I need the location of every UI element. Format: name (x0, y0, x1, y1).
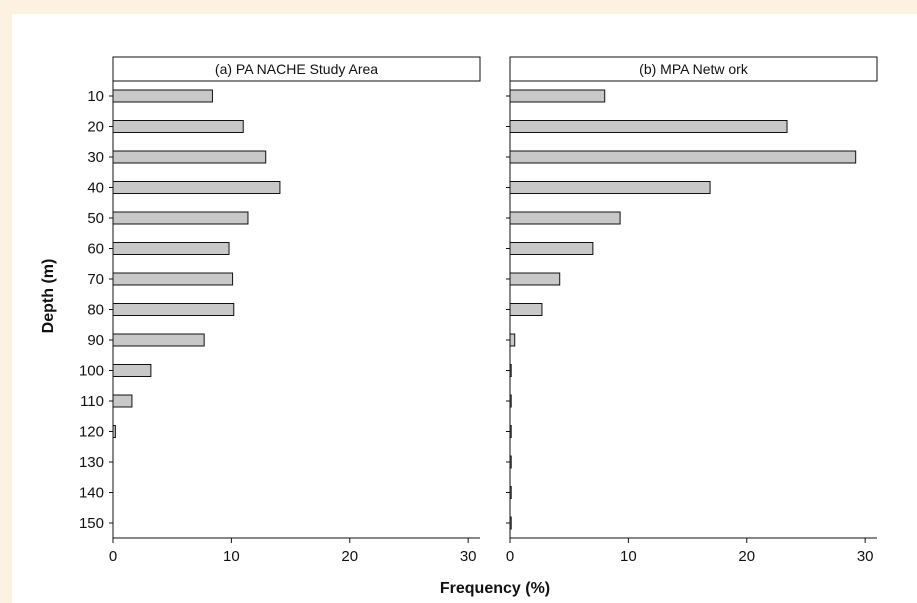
bar-b-80 (509, 303, 543, 316)
x-tick-label: 0 (506, 548, 514, 565)
panel-b: (b) MPA Netw ork 0 10 20 30 (506, 56, 878, 565)
bar-b-40 (509, 181, 711, 194)
y-tick-label: 40 (87, 180, 104, 197)
bar-b-140 (509, 486, 512, 499)
bar-a-120 (112, 425, 116, 438)
panel-a-x-ticks: 0 10 20 30 (109, 95, 477, 565)
bar-b-150 (509, 516, 512, 530)
y-tick-label: 30 (87, 149, 104, 166)
bar-b-30 (509, 150, 857, 164)
bar-a-70 (112, 272, 234, 286)
y-tick-label: 80 (87, 302, 104, 319)
bar-a-110 (112, 394, 133, 408)
y-tick-label: 130 (79, 454, 104, 471)
x-tick-label: 0 (109, 548, 117, 565)
x-axis-title: Frequency (%) (440, 580, 550, 597)
y-tick-label: 70 (87, 271, 104, 288)
x-tick-label: 20 (341, 548, 358, 565)
panel-a-y-ticks: 10 20 30 40 50 60 70 80 90 100 110 120 130 140 150 (79, 88, 104, 532)
bar-b-90 (509, 333, 516, 347)
y-tick-label: 20 (87, 119, 104, 136)
x-tick-label: 20 (738, 548, 755, 565)
bar-a-100 (112, 364, 152, 377)
bar-b-70 (509, 272, 561, 286)
panel-b-title-box (509, 56, 878, 82)
bar-b-20 (509, 120, 788, 133)
bar-b-10 (509, 89, 606, 103)
y-tick-label: 150 (79, 515, 104, 532)
y-tick-label: 120 (79, 424, 104, 441)
bar-b-100 (509, 364, 512, 377)
y-tick-label: 50 (87, 210, 104, 227)
y-tick-label: 110 (80, 393, 104, 410)
bar-a-20 (112, 120, 244, 133)
y-tick-label: 90 (87, 332, 104, 349)
bar-a-80 (112, 303, 235, 316)
x-tick-label: 10 (620, 548, 637, 565)
y-axis-title: Depth (m) (40, 259, 57, 334)
panel-a-title: (a) PA NACHE Study Area (215, 61, 378, 77)
y-tick-label: 60 (87, 241, 104, 258)
x-tick-label: 30 (460, 548, 477, 565)
y-tick-label: 10 (87, 88, 104, 105)
panel-a-title-box (112, 56, 481, 82)
panel-b-title: (b) MPA Netw ork (639, 61, 749, 77)
bar-b-110 (509, 394, 512, 408)
panel-a-bars (112, 89, 281, 438)
x-tick-label: 30 (857, 548, 874, 565)
bar-b-50 (509, 211, 621, 225)
panel-a: (a) PA NACHE Study Area 0 10 20 30 10 20 30 40… (79, 56, 481, 565)
bar-a-40 (112, 181, 281, 194)
bar-b-130 (509, 455, 512, 469)
panel-b-bars (509, 89, 857, 530)
y-tick-label: 100 (79, 363, 104, 380)
bar-a-30 (112, 150, 267, 164)
bar-a-50 (112, 211, 249, 225)
bar-b-120 (509, 425, 512, 438)
y-tick-label: 140 (79, 485, 104, 502)
bar-a-60 (112, 242, 230, 255)
bar-a-90 (112, 333, 205, 347)
x-tick-label: 10 (223, 548, 240, 565)
panel-b-x-ticks: 0 10 20 30 (506, 95, 874, 565)
bar-a-10 (112, 89, 213, 103)
bar-b-60 (509, 242, 594, 255)
